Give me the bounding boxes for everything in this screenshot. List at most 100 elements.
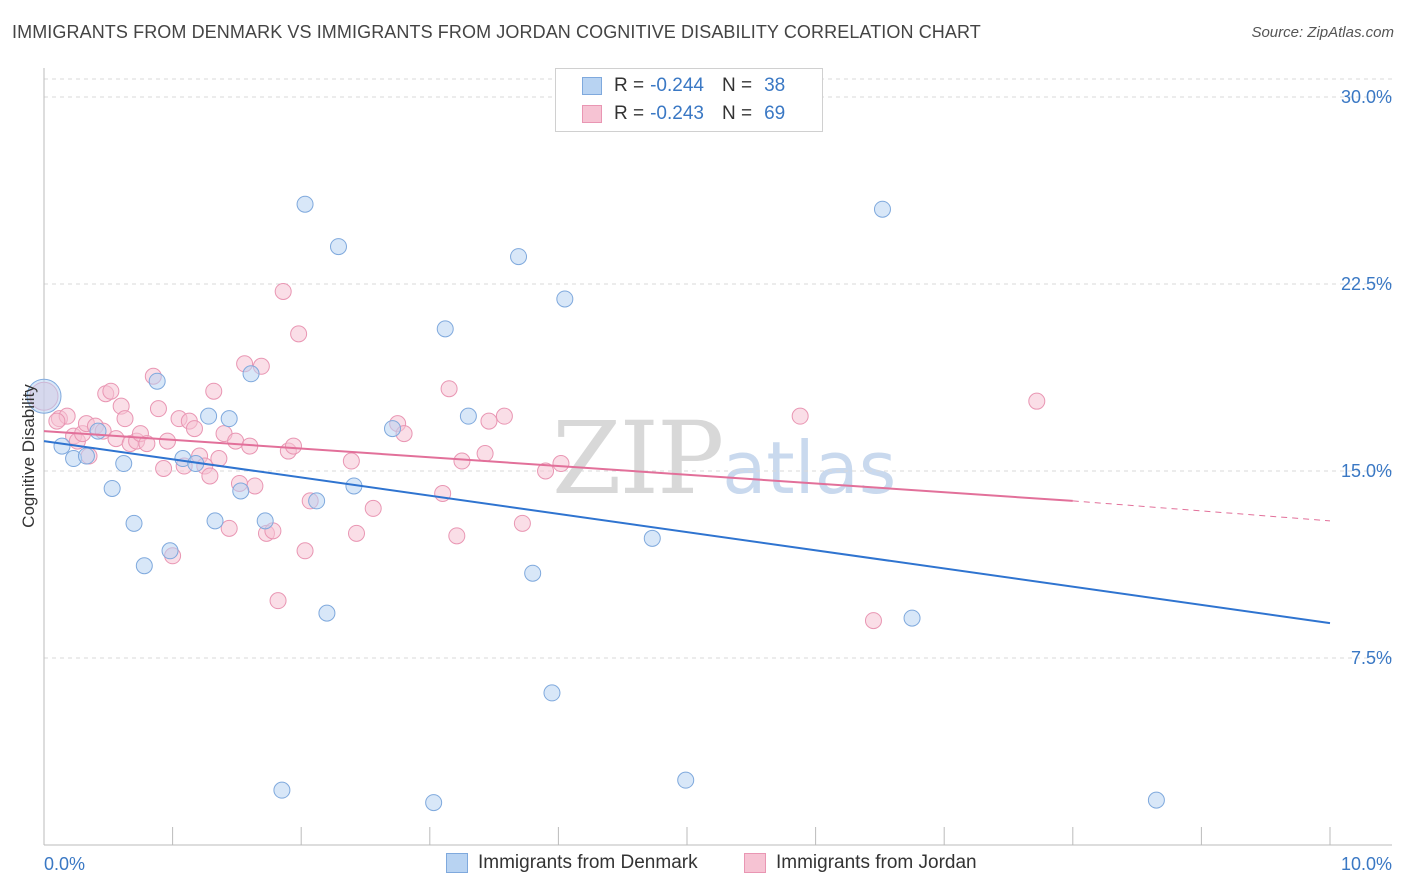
denmark-point <box>296 195 314 213</box>
jordan-point <box>149 400 167 418</box>
denmark-point <box>524 564 542 582</box>
y-tick-label-1: 15.0% <box>1341 461 1392 481</box>
jordan-point <box>552 455 570 473</box>
jordan-point <box>1028 392 1046 410</box>
denmark-trendline-0 <box>43 440 1331 625</box>
watermark: ZIPatlas <box>552 400 896 517</box>
jordan-point <box>440 380 458 398</box>
jordan-point <box>227 432 245 450</box>
jordan-point <box>158 432 176 450</box>
denmark-n-label: N = <box>721 75 753 96</box>
x-tick-label-1: 10.0% <box>1341 854 1392 874</box>
denmark-point <box>206 512 224 530</box>
legend-row-jordan: R = -0.243 N = 69 <box>582 101 785 127</box>
denmark-r-value: -0.244 <box>650 75 704 96</box>
denmark-point <box>89 422 107 440</box>
denmark-point <box>1147 791 1165 809</box>
denmark-point <box>459 407 477 425</box>
jordan-point <box>48 412 66 430</box>
legend-row-denmark: R = -0.244 N = 38 <box>582 73 785 99</box>
axes <box>43 68 1392 846</box>
x-tick-label-0: 0.0% <box>44 854 85 874</box>
denmark-point <box>148 372 166 390</box>
jordan-point <box>480 412 498 430</box>
series-denmark-points <box>26 195 1165 812</box>
denmark-point <box>115 455 133 473</box>
y-tick-label-2: 22.5% <box>1341 274 1392 294</box>
jordan-point <box>476 445 494 463</box>
jordan-point <box>347 524 365 542</box>
jordan-r-value: -0.243 <box>650 103 704 124</box>
denmark-n-value: 38 <box>764 75 786 96</box>
denmark-swatch <box>582 77 602 95</box>
jordan-point <box>290 325 308 343</box>
jordan-point <box>364 499 382 517</box>
denmark-point <box>232 482 250 500</box>
denmark-point <box>256 512 274 530</box>
y-axis-label: Cognitive Disability <box>19 384 38 528</box>
jordan-point <box>138 435 156 453</box>
denmark-point <box>556 290 574 308</box>
denmark-point <box>436 320 454 338</box>
jordan-point <box>513 514 531 532</box>
denmark-point <box>677 771 695 789</box>
jordan-n-value: 69 <box>764 103 786 124</box>
jordan-point <box>453 452 471 470</box>
denmark-point <box>384 420 402 438</box>
jordan-point <box>185 420 203 438</box>
denmark-point <box>873 200 891 218</box>
jordan-r-label: R = <box>614 103 645 124</box>
bottom-jordan-swatch <box>744 853 766 873</box>
denmark-point <box>425 794 443 812</box>
bottom-legend-denmark: Immigrants from Denmark <box>446 852 698 874</box>
denmark-point <box>273 781 291 799</box>
denmark-r-label: R = <box>614 75 645 96</box>
denmark-point <box>543 684 561 702</box>
y-tick-label-0: 7.5% <box>1351 648 1392 668</box>
bottom-legend-jordan: Immigrants from Jordan <box>744 852 977 874</box>
watermark-atlas: atlas <box>722 426 897 510</box>
denmark-point <box>26 378 62 414</box>
jordan-point <box>537 462 555 480</box>
tick-labels: 7.5% 15.0% 22.5% 30.0% 0.0% 10.0% <box>44 87 1392 874</box>
jordan-point <box>864 612 882 630</box>
jordan-point <box>269 592 287 610</box>
jordan-point <box>201 467 219 485</box>
denmark-point <box>200 407 218 425</box>
trendlines <box>43 430 1331 625</box>
denmark-point <box>510 248 528 266</box>
denmark-point <box>135 557 153 575</box>
jordan-n-label: N = <box>721 103 753 124</box>
jordan-point <box>155 460 173 478</box>
denmark-point <box>161 542 179 560</box>
denmark-point <box>220 410 238 428</box>
denmark-point <box>643 529 661 547</box>
jordan-point <box>448 527 466 545</box>
bottom-denmark-label: Immigrants from Denmark <box>478 852 698 873</box>
y-tick-label-3: 30.0% <box>1341 87 1392 107</box>
denmark-point <box>903 609 921 627</box>
jordan-point <box>220 519 238 537</box>
jordan-point <box>495 407 513 425</box>
jordan-point <box>342 452 360 470</box>
jordan-point <box>107 430 125 448</box>
jordan-point <box>296 542 314 560</box>
denmark-point <box>125 514 143 532</box>
denmark-point <box>103 479 121 497</box>
denmark-point <box>53 437 71 455</box>
denmark-point <box>318 604 336 622</box>
jordan-point <box>102 382 120 400</box>
jordan-swatch <box>582 105 602 123</box>
bottom-jordan-label: Immigrants from Jordan <box>776 852 977 873</box>
denmark-point <box>242 365 260 383</box>
jordan-point <box>791 407 809 425</box>
jordan-point <box>205 382 223 400</box>
jordan-trendline-2 <box>1072 500 1331 522</box>
denmark-point <box>308 492 326 510</box>
watermark-zip: ZIP <box>552 400 724 517</box>
chart-title: IMMIGRANTS FROM DENMARK VS IMMIGRANTS FR… <box>12 22 981 42</box>
bottom-denmark-swatch <box>446 853 468 873</box>
denmark-point <box>77 447 95 465</box>
jordan-point <box>284 437 302 455</box>
